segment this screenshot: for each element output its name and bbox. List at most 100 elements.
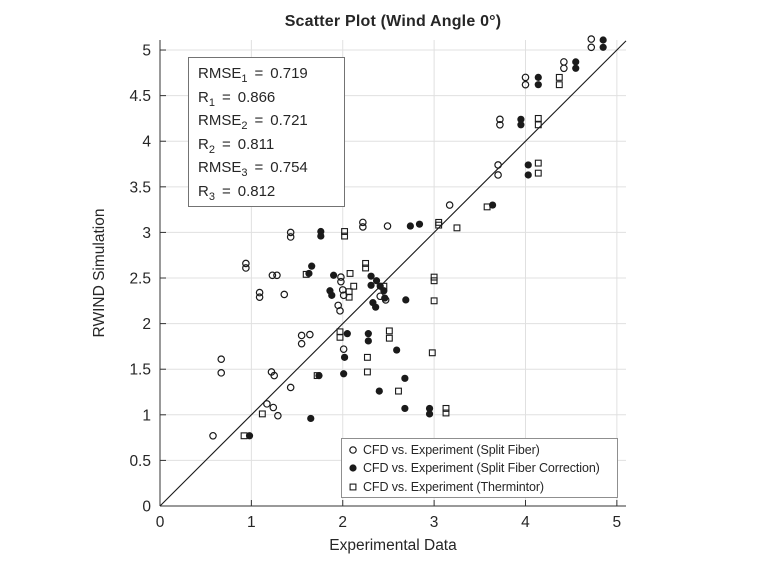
- y-axis-label: RWIND Simulation: [91, 208, 108, 338]
- scatter-point-filled-circle: [517, 121, 525, 129]
- scatter-point-open-square: [362, 259, 370, 267]
- open-circle-glyph: [348, 445, 357, 454]
- y-tick-label: 0: [142, 499, 151, 516]
- x-tick-label: 0: [156, 514, 165, 531]
- scatter-point-open-circle: [273, 271, 281, 280]
- scatter-point-open-circle: [339, 345, 348, 353]
- scatter-point-open-square: [442, 409, 450, 417]
- scatter-point-open-circle: [242, 264, 250, 272]
- scatter-point-open-square: [363, 353, 371, 361]
- open-square-icon: [342, 481, 363, 493]
- scatter-point-open-circle: [336, 307, 344, 315]
- scatter-point-open-square: [428, 349, 436, 357]
- scatter-point-filled-circle: [343, 330, 351, 338]
- scatter-point-open-circle: [286, 228, 295, 237]
- open-square: [349, 483, 356, 490]
- y-tick-label: 0.5: [129, 453, 151, 470]
- y-tick-label: 2: [142, 316, 151, 333]
- scatter-point-open-square: [453, 224, 461, 232]
- scatter-point-open-circle: [263, 400, 271, 408]
- scatter-point-filled-circle: [328, 291, 336, 299]
- scatter-point-filled-circle: [308, 262, 316, 270]
- scatter-point-open-square: [240, 432, 248, 440]
- scatter-point-open-circle: [269, 403, 278, 412]
- x-tick-label: 1: [247, 514, 256, 531]
- stats-line: RMSE2 = 0.721: [198, 109, 344, 133]
- open-square-glyph: [349, 483, 356, 490]
- scatter-point-open-circle: [217, 355, 226, 363]
- x-tick-label: 4: [521, 514, 530, 531]
- scatter-point-open-circle: [268, 271, 277, 280]
- scatter-point-filled-circle: [245, 432, 254, 440]
- scatter-point-open-circle: [494, 171, 502, 179]
- scatter-point-filled-circle: [375, 387, 383, 395]
- scatter-point-filled-circle: [315, 371, 323, 380]
- scatter-point-filled-circle: [393, 346, 401, 354]
- scatter-point-open-circle: [217, 369, 226, 377]
- scatter-point-open-circle: [496, 115, 504, 124]
- stat-value: 0.866: [237, 88, 276, 106]
- scatter-point-open-square: [341, 232, 349, 240]
- scatter-point-open-square: [534, 169, 542, 177]
- stat-equals: =: [254, 65, 264, 82]
- scatter-point-open-square: [483, 203, 491, 211]
- scatter-point-open-circle: [445, 201, 454, 209]
- scatter-point-filled-circle: [534, 73, 542, 81]
- scatter-point-open-circle: [496, 121, 504, 129]
- scatter-point-open-circle: [306, 330, 314, 339]
- scatter-point-open-circle: [339, 291, 348, 300]
- x-tick-label: 3: [430, 514, 439, 531]
- stat-equals: =: [254, 112, 264, 129]
- stat-subscript: 1: [241, 73, 248, 85]
- stats-annotation-box: RMSE1 = 0.719 R1 = 0.866 RMSE2 = 0.721 R2 = 0.811 RM…: [188, 57, 345, 207]
- scatter-point-filled-circle: [330, 271, 338, 279]
- y-tick-label: 3.5: [129, 179, 151, 196]
- filled-circle-glyph: [348, 464, 357, 472]
- scatter-point-open-circle: [274, 411, 282, 420]
- scatter-point-filled-circle: [524, 161, 532, 169]
- filled-circle-icon: [342, 462, 363, 474]
- stat-equals: =: [221, 135, 231, 153]
- scatter-point-open-square: [336, 333, 344, 341]
- scatter-point-open-circle: [297, 339, 306, 348]
- scatter-point-filled-circle: [401, 374, 409, 382]
- scatter-point-filled-circle: [372, 303, 380, 311]
- scatter-point-filled-circle: [425, 410, 434, 418]
- stat-subscript: 3: [241, 167, 248, 179]
- chart-title: Scatter Plot (Wind Angle 0°): [284, 13, 502, 30]
- scatter-point-open-circle: [560, 64, 568, 73]
- scatter-point-open-circle: [587, 35, 596, 43]
- y-tick-label: 4: [142, 134, 151, 151]
- scatter-point-filled-circle: [402, 296, 410, 304]
- scatter-point-filled-circle: [425, 404, 434, 413]
- scatter-point-open-circle: [286, 383, 295, 392]
- scatter-point-open-square: [430, 273, 438, 281]
- scatter-point-open-circle: [560, 58, 568, 66]
- legend-label: CFD vs. Experiment (Split Fiber): [363, 442, 540, 457]
- scatter-point-filled-circle: [534, 81, 542, 89]
- y-tick-label: 2.5: [129, 271, 151, 288]
- scatter-point-open-square: [345, 293, 353, 301]
- scatter-point-open-square: [430, 277, 438, 285]
- scatter-point-open-square: [385, 327, 393, 335]
- scatter-point-open-square: [313, 372, 321, 380]
- scatter-point-open-circle: [383, 222, 392, 230]
- legend-item: CFD vs. Experiment (Split Fiber): [342, 441, 617, 459]
- scatter-point-filled-circle: [372, 277, 381, 285]
- scatter-point-open-circle: [587, 43, 596, 52]
- scatter-point-open-square: [395, 387, 402, 395]
- y-tick-label: 3: [142, 225, 151, 242]
- scatter-point-open-circle: [280, 290, 289, 299]
- stat-value: 0.812: [237, 182, 276, 200]
- scatter-point-open-square: [534, 121, 542, 129]
- scatter-point-filled-circle: [415, 220, 424, 228]
- stat-subscript: 2: [208, 143, 215, 156]
- stat-subscript: 1: [208, 96, 215, 109]
- filled-circle: [348, 464, 357, 472]
- scatter-point-filled-circle: [488, 201, 497, 209]
- stat-value: 0.754: [270, 159, 308, 176]
- scatter-point-filled-circle: [307, 414, 315, 423]
- open-circle-icon: [342, 444, 363, 456]
- scatter-point-open-square: [341, 228, 349, 235]
